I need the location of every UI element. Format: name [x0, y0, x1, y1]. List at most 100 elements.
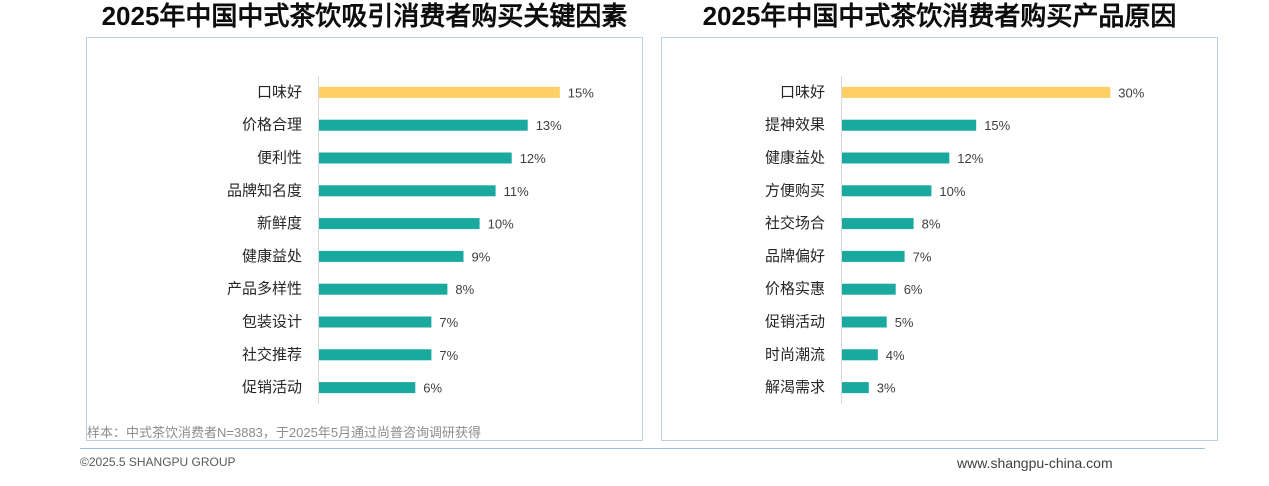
chart-2-plot: 口味好 30% 提神效果 15% 健康益处 12% 方便购买 10% 社交场合 8% 品牌偏好 7% 价… [765, 76, 1145, 404]
chart-2-value-label-10: 3% [877, 380, 896, 395]
chart-2-value-label-6: 7% [913, 249, 932, 264]
chart-2-value-label-3: 12% [957, 151, 983, 166]
chart-1-bar-9 [319, 349, 432, 361]
chart-2-category-label-2: 提神效果 [765, 117, 825, 134]
chart-1-value-unit-5: % [502, 216, 514, 231]
chart-1-value-label-5: 10% [488, 216, 514, 231]
chart-1-bar-6 [319, 250, 464, 262]
chart-2-value-unit-2: % [999, 118, 1011, 133]
chart-1-value-unit-8: % [447, 315, 459, 330]
chart-1-value-number-4: 11 [504, 183, 517, 198]
chart-2-value-unit-1: % [1133, 85, 1145, 100]
chart-1-category-label-3: 便利性 [257, 150, 302, 167]
footer-divider [80, 448, 1205, 449]
chart-1-category-label-7: 产品多样性 [227, 281, 302, 298]
chart-1-bar-3 [319, 152, 512, 164]
chart-2-category-label-4: 方便购买 [765, 182, 825, 199]
chart-2-category-label-10: 解渴需求 [765, 379, 825, 396]
chart-1-value-label-6: 9% [472, 249, 491, 264]
chart-1-value-label-3: 12% [520, 151, 546, 166]
chart-1-bar-5 [319, 218, 480, 230]
chart-1-value-label-8: 7% [439, 315, 458, 330]
chart-1-value-label-7: 8% [455, 282, 474, 297]
chart-2-bar-10 [842, 382, 869, 394]
website-text: www.shangpu-china.com [957, 455, 1113, 471]
chart-1-value-label-2: 13% [536, 118, 562, 133]
chart-2-bar-9 [842, 349, 878, 361]
chart-2-category-label-7: 价格实惠 [765, 281, 825, 298]
chart-1-panel: 口味好 15% 价格合理 13% 便利性 12% 品牌知名度 11% 新鲜度 10% 健康益处 9% 产… [86, 37, 643, 441]
chart-2-category-label-1: 口味好 [780, 84, 825, 101]
chart-1-value-number-6: 9 [472, 249, 479, 264]
chart-2-value-unit-8: % [902, 315, 914, 330]
chart-1-bar-2 [319, 119, 528, 131]
chart-2-value-label-8: 5% [895, 315, 914, 330]
chart-2-value-label-2: 15% [984, 118, 1010, 133]
chart-1-value-unit-4: % [517, 183, 529, 198]
chart-2-category-label-3: 健康益处 [765, 150, 825, 167]
chart-1-category-label-2: 价格合理 [242, 117, 302, 134]
chart-2-value-unit-10: % [884, 380, 896, 395]
chart-1-value-label-1: 15% [568, 85, 594, 100]
chart-1-category-label-4: 品牌知名度 [227, 182, 302, 199]
chart-1-value-number-5: 10 [488, 216, 502, 231]
chart-2-value-number-3: 12 [957, 151, 971, 166]
chart-2-value-number-7: 6 [904, 282, 911, 297]
chart-1-value-unit-7: % [463, 282, 475, 297]
chart-1-category-label-9: 社交推荐 [242, 345, 302, 363]
chart-2-value-unit-3: % [972, 151, 984, 166]
chart-1-value-unit-10: % [431, 380, 443, 395]
chart-2-value-unit-6: % [920, 249, 932, 264]
chart-2-value-label-9: 4% [886, 347, 905, 362]
chart-1-bar-1 [319, 86, 560, 98]
chart-1-value-label-10: 6% [423, 380, 442, 395]
chart-1-category-label-10: 促销活动 [242, 379, 302, 396]
chart-2-value-number-8: 5 [895, 315, 902, 330]
chart-2-bar-5 [842, 218, 914, 230]
chart-2-category-label-8: 促销活动 [765, 314, 825, 331]
chart-1-value-number-2: 13 [536, 118, 550, 133]
chart-2-value-number-6: 7 [913, 249, 920, 264]
chart-1-bar-10 [319, 382, 416, 394]
chart-2-value-label-1: 30% [1118, 85, 1144, 100]
chart-1-value-number-9: 7 [439, 347, 446, 362]
chart-1-value-unit-9: % [447, 347, 459, 362]
chart-2-bar-8 [842, 316, 887, 328]
chart-1-bar-7 [319, 283, 448, 295]
chart-2-value-number-1: 30 [1118, 85, 1132, 100]
chart-1-bar-8 [319, 316, 432, 328]
chart-1-category-label-1: 口味好 [257, 84, 302, 101]
chart-1-value-unit-2: % [550, 118, 562, 133]
chart-1-value-number-7: 8 [455, 282, 462, 297]
chart-1-value-unit-3: % [534, 151, 546, 166]
chart-1-plot: 口味好 15% 价格合理 13% 便利性 12% 品牌知名度 11% 新鲜度 10% 健康益处 9% 产… [227, 76, 594, 404]
chart-1-value-unit-1: % [582, 85, 594, 100]
chart-2-value-label-4: 10% [939, 183, 965, 198]
chart-1-value-number-8: 7 [439, 315, 446, 330]
chart-2-value-unit-5: % [929, 216, 941, 231]
chart-2-value-number-5: 8 [922, 216, 929, 231]
chart-2-value-unit-4: % [954, 183, 966, 198]
chart-1-value-unit-6: % [479, 249, 491, 264]
chart-1-value-number-1: 15 [568, 85, 582, 100]
chart-1-bar-4 [319, 185, 496, 197]
chart-1-value-number-3: 12 [520, 151, 534, 166]
chart-2-panel: 口味好 30% 提神效果 15% 健康益处 12% 方便购买 10% 社交场合 8% 品牌偏好 7% 价… [661, 37, 1218, 441]
chart-2-title: 2025年中国中式茶饮消费者购买产品原因 [702, 1, 1177, 31]
chart-2-category-label-5: 社交场合 [765, 214, 825, 232]
sample-note: 样本：中式茶饮消费者N=3883，于2025年5月通过尚普咨询调研获得 [87, 425, 482, 440]
chart-1-category-label-6: 健康益处 [242, 248, 302, 265]
chart-2-bar-3 [842, 152, 950, 164]
chart-2-value-number-9: 4 [886, 347, 893, 362]
chart-2-bar-1 [842, 86, 1111, 98]
chart-1-value-number-10: 6 [423, 380, 430, 395]
chart-2-category-label-9: 时尚潮流 [765, 346, 825, 363]
chart-2-bar-7 [842, 283, 896, 295]
chart-2-value-label-7: 6% [904, 282, 923, 297]
copyright-text: ©2025.5 SHANGPU GROUP [80, 455, 236, 469]
chart-2-bar-2 [842, 119, 977, 131]
chart-2-value-label-5: 8% [922, 216, 941, 231]
chart-1-category-label-8: 包装设计 [242, 314, 302, 331]
chart-2-value-number-4: 10 [939, 183, 953, 198]
chart-2-value-number-2: 15 [984, 118, 998, 133]
